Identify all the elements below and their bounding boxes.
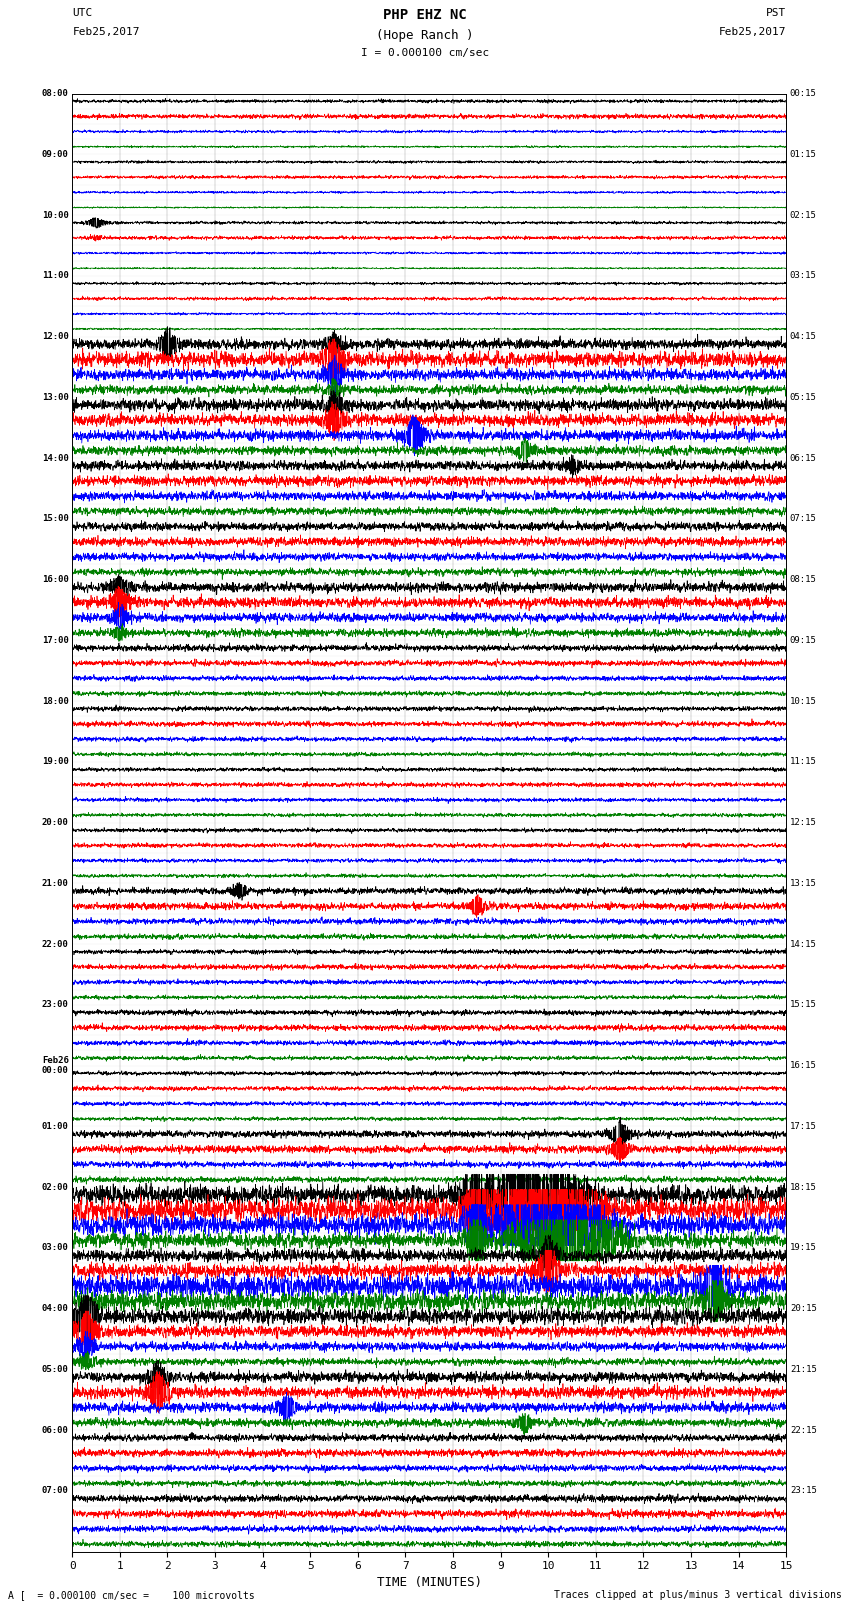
Text: 16:00: 16:00 (42, 576, 69, 584)
Text: 20:00: 20:00 (42, 818, 69, 827)
Text: 23:00: 23:00 (42, 1000, 69, 1010)
Text: 09:15: 09:15 (790, 636, 817, 645)
Text: 18:15: 18:15 (790, 1182, 817, 1192)
Text: 08:15: 08:15 (790, 576, 817, 584)
Text: 21:15: 21:15 (790, 1365, 817, 1374)
Text: A [  = 0.000100 cm/sec =    100 microvolts: A [ = 0.000100 cm/sec = 100 microvolts (8, 1590, 255, 1600)
Text: 22:00: 22:00 (42, 940, 69, 948)
Text: 11:15: 11:15 (790, 758, 817, 766)
Text: 15:00: 15:00 (42, 515, 69, 523)
Text: 19:00: 19:00 (42, 758, 69, 766)
Text: 10:15: 10:15 (790, 697, 817, 705)
Text: 13:15: 13:15 (790, 879, 817, 887)
Text: 03:15: 03:15 (790, 271, 817, 281)
Text: 19:15: 19:15 (790, 1244, 817, 1252)
Text: 18:00: 18:00 (42, 697, 69, 705)
Text: 06:00: 06:00 (42, 1426, 69, 1434)
Text: 00:15: 00:15 (790, 89, 817, 98)
Text: 16:15: 16:15 (790, 1061, 817, 1069)
Text: (Hope Ranch ): (Hope Ranch ) (377, 29, 473, 42)
Text: UTC: UTC (72, 8, 93, 18)
Text: 09:00: 09:00 (42, 150, 69, 158)
Text: 22:15: 22:15 (790, 1426, 817, 1434)
Text: 20:15: 20:15 (790, 1305, 817, 1313)
Text: 14:00: 14:00 (42, 453, 69, 463)
Text: 13:00: 13:00 (42, 394, 69, 402)
Text: 05:15: 05:15 (790, 394, 817, 402)
Text: Feb26
00:00: Feb26 00:00 (42, 1057, 69, 1076)
Text: 21:00: 21:00 (42, 879, 69, 887)
Text: PST: PST (766, 8, 786, 18)
X-axis label: TIME (MINUTES): TIME (MINUTES) (377, 1576, 482, 1589)
Text: 04:00: 04:00 (42, 1305, 69, 1313)
Text: Traces clipped at plus/minus 3 vertical divisions: Traces clipped at plus/minus 3 vertical … (553, 1590, 842, 1600)
Text: 03:00: 03:00 (42, 1244, 69, 1252)
Text: 14:15: 14:15 (790, 940, 817, 948)
Text: Feb25,2017: Feb25,2017 (72, 27, 139, 37)
Text: 15:15: 15:15 (790, 1000, 817, 1010)
Text: 11:00: 11:00 (42, 271, 69, 281)
Text: 07:15: 07:15 (790, 515, 817, 523)
Text: 02:00: 02:00 (42, 1182, 69, 1192)
Text: 23:15: 23:15 (790, 1487, 817, 1495)
Text: 02:15: 02:15 (790, 211, 817, 219)
Text: Feb25,2017: Feb25,2017 (719, 27, 786, 37)
Text: 08:00: 08:00 (42, 89, 69, 98)
Text: I = 0.000100 cm/sec: I = 0.000100 cm/sec (361, 48, 489, 58)
Text: 12:00: 12:00 (42, 332, 69, 340)
Text: 10:00: 10:00 (42, 211, 69, 219)
Text: 01:15: 01:15 (790, 150, 817, 158)
Text: 04:15: 04:15 (790, 332, 817, 340)
Text: 12:15: 12:15 (790, 818, 817, 827)
Text: 17:00: 17:00 (42, 636, 69, 645)
Text: 17:15: 17:15 (790, 1123, 817, 1131)
Text: 01:00: 01:00 (42, 1123, 69, 1131)
Text: 05:00: 05:00 (42, 1365, 69, 1374)
Text: 06:15: 06:15 (790, 453, 817, 463)
Text: 07:00: 07:00 (42, 1487, 69, 1495)
Text: PHP EHZ NC: PHP EHZ NC (383, 8, 467, 23)
